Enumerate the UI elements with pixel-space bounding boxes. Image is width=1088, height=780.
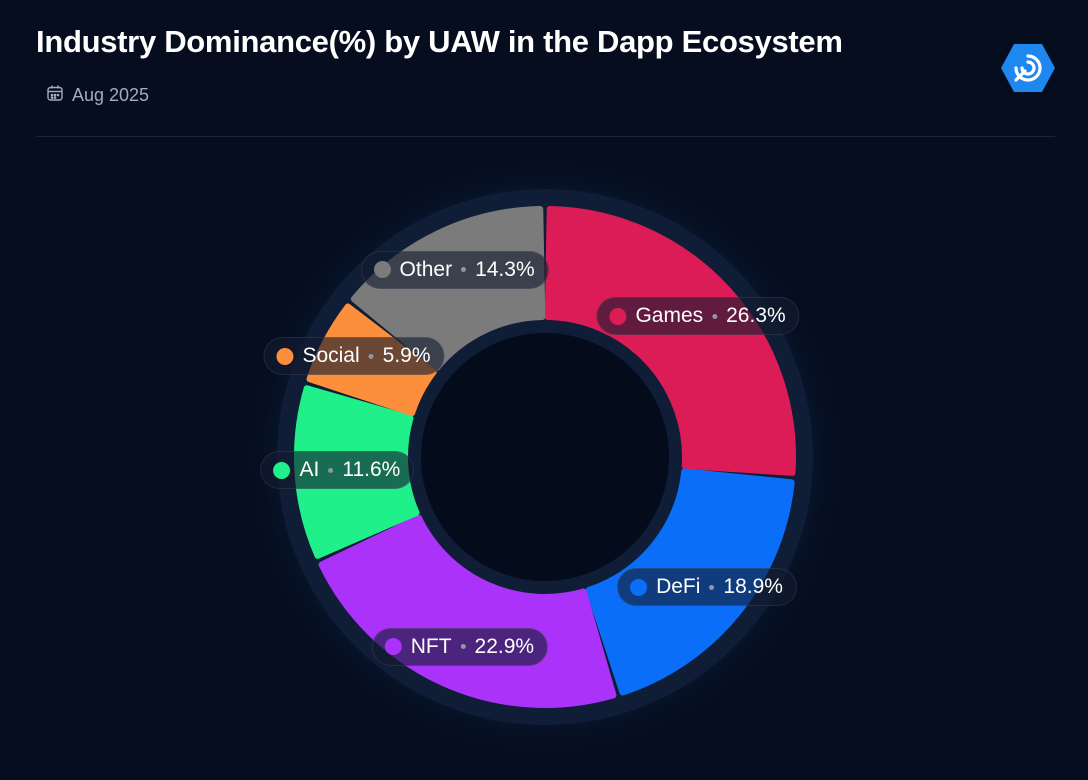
slice-color-dot (373, 261, 391, 279)
calendar-icon (46, 84, 64, 107)
slice-category-label: Social (302, 344, 360, 368)
dappradar-logo-icon (1000, 42, 1056, 94)
separator-dot (461, 267, 467, 273)
slice-label-ai: AI 11.6% (260, 451, 415, 490)
separator-dot (368, 353, 374, 359)
slice-games[interactable] (544, 206, 796, 476)
slice-label-other: Other 14.3% (360, 250, 549, 289)
donut-hole (421, 333, 669, 581)
slice-color-dot (276, 347, 294, 365)
separator-dot (460, 644, 466, 650)
slice-category-label: NFT (410, 634, 452, 658)
separator-dot (709, 584, 715, 590)
slice-color-dot (609, 307, 627, 325)
slice-category-label: AI (299, 458, 320, 482)
slice-label-defi: DeFi 18.9% (617, 568, 797, 607)
slice-value-label: 18.9% (723, 575, 783, 599)
slice-value-label: 11.6% (342, 458, 401, 482)
slice-color-dot (630, 578, 648, 596)
date-row: Aug 2025 (46, 84, 149, 107)
separator-dot (712, 313, 718, 319)
slice-value-label: 26.3% (726, 304, 786, 328)
header-divider (36, 136, 1055, 137)
chart-title: Industry Dominance(%) by UAW in the Dapp… (36, 24, 843, 59)
slice-label-nft: NFT 22.9% (371, 627, 549, 666)
slice-color-dot (384, 638, 402, 656)
slice-color-dot (273, 461, 291, 479)
separator-dot (328, 467, 334, 473)
slice-value-label: 14.3% (475, 257, 535, 281)
slice-value-label: 22.9% (474, 634, 535, 658)
slice-category-label: DeFi (656, 575, 701, 599)
slice-label-social: Social 5.9% (263, 337, 445, 376)
slice-category-label: Games (635, 304, 704, 328)
report-date: Aug 2025 (72, 85, 150, 105)
slice-label-games: Games 26.3% (596, 297, 800, 336)
slice-value-label: 5.9% (382, 344, 431, 368)
slice-category-label: Other (399, 257, 453, 281)
